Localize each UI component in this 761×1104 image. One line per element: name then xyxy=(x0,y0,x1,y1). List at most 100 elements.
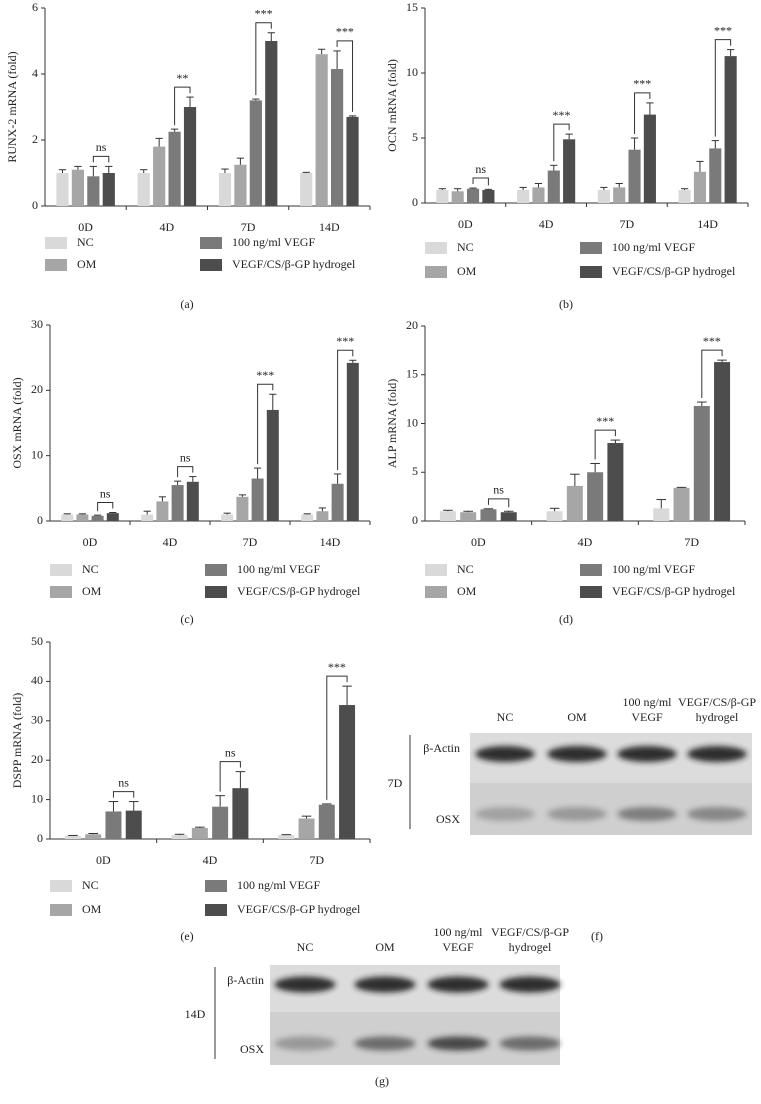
error-bar xyxy=(484,188,493,190)
legend-label: VEGF/CS/β-GP hydrogel xyxy=(237,584,361,598)
bar xyxy=(186,481,199,521)
error-bar xyxy=(235,771,246,789)
bar xyxy=(451,191,464,203)
bar xyxy=(315,54,328,207)
bar xyxy=(105,811,122,839)
y-axis-label: RUNX-2 mRNA (fold) xyxy=(5,51,19,162)
legend-label: OM xyxy=(457,584,477,598)
significance-bracket xyxy=(472,177,489,186)
bar xyxy=(439,511,456,521)
legend-label: OM xyxy=(457,264,477,278)
error-bar xyxy=(143,510,151,515)
y-tick-label: 0 xyxy=(412,195,418,209)
y-tick-label: 5 xyxy=(412,130,418,144)
blot-column-label: 100 ng/ml xyxy=(622,695,672,709)
bar xyxy=(709,148,722,203)
error-bar xyxy=(94,514,102,516)
error-bar xyxy=(89,165,97,177)
bar xyxy=(221,514,234,521)
x-tick-label: 7D xyxy=(309,853,324,867)
error-bar xyxy=(63,513,71,515)
legend-swatch xyxy=(45,259,67,271)
blot-column-label: OM xyxy=(567,710,587,724)
bar xyxy=(106,513,119,521)
bar xyxy=(278,835,295,839)
blot-row-label: β-Actin xyxy=(227,973,264,987)
error-bar xyxy=(108,801,119,812)
error-bar xyxy=(697,401,707,406)
y-tick-label: 4 xyxy=(32,66,38,80)
x-tick-label: 7D xyxy=(684,535,699,549)
error-bar xyxy=(646,102,654,115)
blot-column-label: NC xyxy=(297,940,314,954)
x-tick-label: 14D xyxy=(697,217,718,231)
x-tick-label: 14D xyxy=(319,220,340,234)
significance-bracket xyxy=(97,502,114,512)
legend-label: OM xyxy=(82,584,102,598)
x-tick-label: 0D xyxy=(458,217,473,231)
legend-swatch xyxy=(205,880,227,892)
significance-label: ns xyxy=(225,745,236,759)
legend-swatch xyxy=(50,564,72,576)
error-bar xyxy=(302,171,310,173)
bar xyxy=(249,100,262,206)
blot-band xyxy=(687,746,747,762)
blot-row-label: β-Actin xyxy=(423,741,460,755)
blot-band xyxy=(547,807,607,821)
legend-label: NC xyxy=(457,240,474,254)
error-bar xyxy=(503,510,514,513)
error-bar xyxy=(438,188,446,190)
legend-swatch xyxy=(205,904,227,916)
legend-swatch xyxy=(425,242,447,254)
legend-swatch xyxy=(200,259,222,271)
y-tick-label: 0 xyxy=(412,513,418,527)
significance-bracket xyxy=(174,86,191,126)
bar xyxy=(266,409,279,521)
legend-swatch xyxy=(580,266,602,278)
blot-band xyxy=(499,1036,561,1051)
error-bar xyxy=(711,140,719,149)
bar xyxy=(236,496,249,521)
bar xyxy=(76,514,89,521)
bar xyxy=(218,173,232,206)
error-bar xyxy=(254,467,262,479)
error-bar xyxy=(550,164,558,171)
panel-caption: (b) xyxy=(559,297,573,311)
blot-column-label: VEGF xyxy=(631,710,663,724)
y-axis-label: DSPP mRNA (fold) xyxy=(10,693,24,789)
error-bar xyxy=(534,183,543,188)
y-axis-label: OCN mRNA (fold) xyxy=(385,59,399,152)
bar xyxy=(300,173,313,206)
x-tick-label: 0D xyxy=(83,535,98,549)
error-bar xyxy=(727,49,735,57)
y-tick-label: 6 xyxy=(32,0,38,14)
legend-swatch xyxy=(580,564,602,576)
error-bar xyxy=(128,801,139,811)
legend-swatch xyxy=(50,880,72,892)
error-bar xyxy=(155,137,163,147)
bar xyxy=(102,173,115,206)
legend-swatch xyxy=(580,586,602,598)
x-tick-label: 7D xyxy=(241,220,256,234)
error-bar xyxy=(570,473,580,486)
y-tick-label: 0 xyxy=(37,513,43,527)
legend-label: VEGF/CS/β-GP hydrogel xyxy=(612,584,736,598)
error-bar xyxy=(656,499,667,509)
bar xyxy=(331,69,344,206)
error-bar xyxy=(174,833,185,836)
blot-band xyxy=(617,807,677,821)
significance-bracket xyxy=(594,429,616,460)
significance-bracket xyxy=(112,791,135,798)
bar xyxy=(693,405,710,521)
blot-band xyxy=(274,1036,336,1051)
error-bar xyxy=(348,115,357,117)
y-tick-label: 10 xyxy=(406,415,418,429)
x-tick-label: 4D xyxy=(160,220,175,234)
blot-row-label: OSX xyxy=(240,1042,264,1056)
bar xyxy=(613,187,626,203)
error-bar xyxy=(58,169,67,173)
significance-label: ns xyxy=(475,162,486,176)
bar xyxy=(298,818,315,839)
bar xyxy=(137,173,150,206)
y-axis-label: ALP mRNA (fold) xyxy=(385,379,399,469)
